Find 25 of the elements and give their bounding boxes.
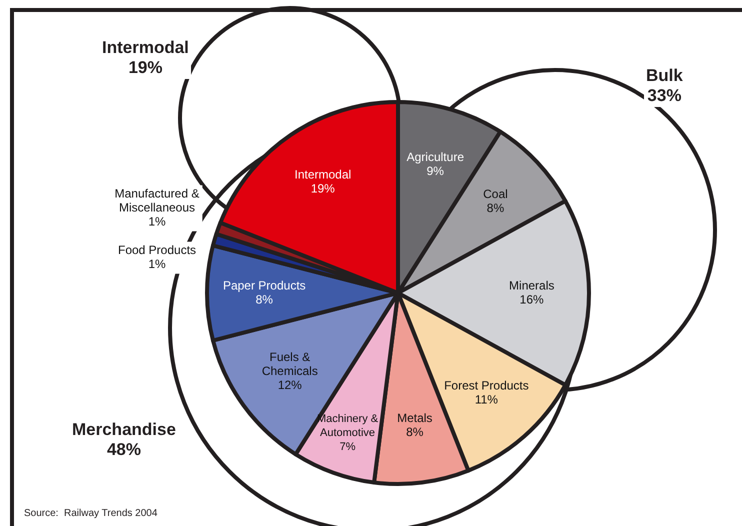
text: Merchandise 48% xyxy=(70,420,178,461)
data-label: 1% xyxy=(148,214,166,229)
data-label: 11% xyxy=(474,392,498,407)
slice-label: Paper Products xyxy=(222,278,306,292)
slice-label: Intermodal xyxy=(294,168,352,182)
text: Bulk 33% xyxy=(644,66,685,107)
slice-label: Manufactured & Miscellaneous xyxy=(114,186,200,215)
text: Intermodal 19% xyxy=(100,38,191,79)
data-label: 9% xyxy=(426,164,444,178)
slice-label: Metals xyxy=(397,410,432,425)
data-label: 8% xyxy=(406,424,424,439)
data-label: 8% xyxy=(486,200,504,215)
data-label: 8% xyxy=(256,292,274,306)
data-label: 1% xyxy=(148,257,166,272)
slice-label: Coal xyxy=(483,186,508,201)
slice-label: Food Products xyxy=(118,243,196,258)
data-label: 7% xyxy=(340,441,356,454)
slice-label: Forest Products xyxy=(444,378,529,393)
data-label: 12% xyxy=(278,378,302,392)
slice-label: Agriculture xyxy=(406,150,464,164)
data-label: 19% xyxy=(310,182,336,196)
data-label: 16% xyxy=(520,292,544,306)
source-note: Source: Railway Trends 2004 xyxy=(22,508,160,520)
slice-label: Fuels & Chemicals xyxy=(262,350,318,378)
slice-label: Minerals xyxy=(509,278,554,292)
